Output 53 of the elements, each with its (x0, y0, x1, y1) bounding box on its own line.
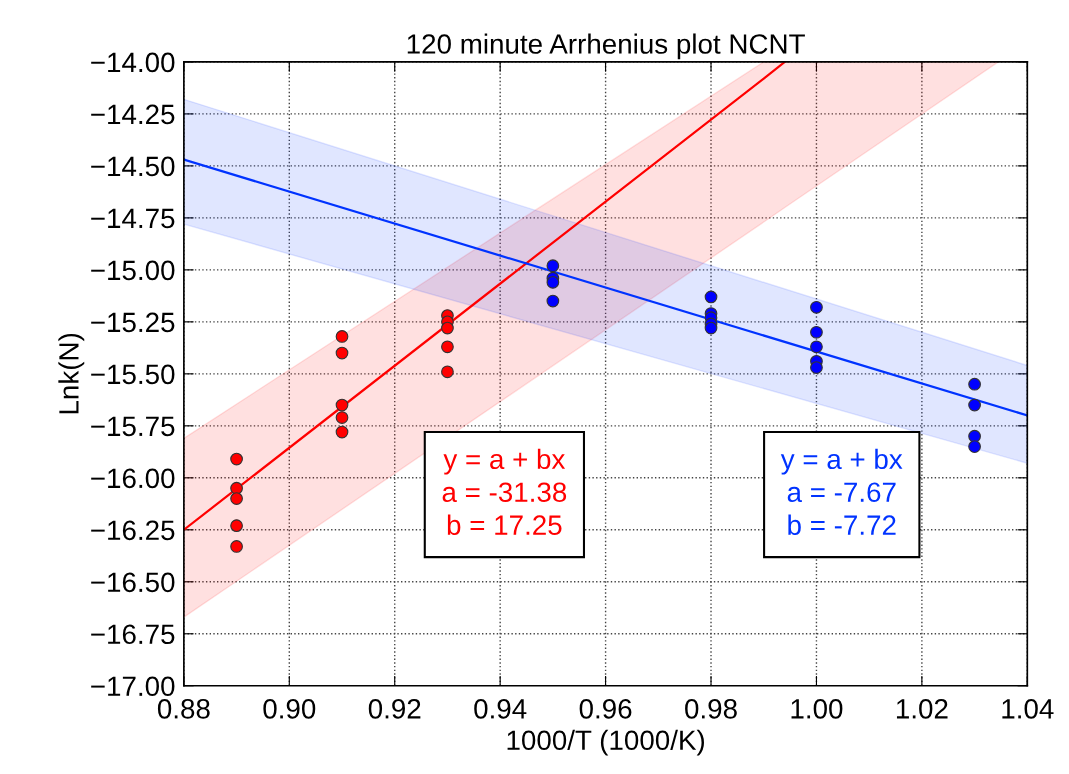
x-tick-label: 0.98 (685, 699, 737, 719)
x-axis-title: 1000/T (1000/K) (507, 729, 704, 756)
y-tick-label: −14.75 (91, 208, 175, 229)
point (441, 340, 454, 354)
point (335, 398, 349, 412)
y-tick-label: −15.50 (91, 364, 175, 385)
point (704, 321, 718, 335)
y-tick-label: −15.00 (91, 260, 175, 281)
chart-title: 120 minute Arrhenius plot NCNT (407, 33, 805, 60)
y-axis-title: Lnk(N) (58, 333, 85, 414)
x-tick-label: 1.04 (1002, 699, 1054, 719)
point (810, 361, 823, 374)
y-tick-label: −17.00 (91, 676, 175, 697)
y-tick-label: −16.50 (91, 572, 175, 593)
point (968, 440, 981, 453)
point (335, 330, 349, 343)
point (335, 425, 349, 439)
point (230, 481, 243, 495)
x-tick-label: 0.94 (474, 699, 527, 719)
point (546, 275, 560, 289)
point (810, 300, 823, 314)
annotation: y = a + bx a = -31.38 b = 17.25 (442, 448, 567, 535)
point (335, 411, 349, 424)
point (968, 429, 981, 443)
x-tick-label: 1.02 (896, 699, 948, 719)
point (335, 346, 349, 360)
point (441, 365, 454, 379)
point (230, 519, 243, 533)
y-tick-label: −15.25 (91, 312, 175, 333)
point (704, 290, 718, 304)
x-tick-label: 0.96 (579, 699, 632, 719)
point (441, 321, 454, 335)
point (546, 259, 560, 273)
y-tick-label: −14.25 (91, 104, 175, 125)
point (968, 377, 981, 391)
y-tick-label: −15.75 (91, 416, 175, 437)
point (546, 294, 560, 308)
y-tick-label: −16.00 (91, 468, 175, 489)
annotation: y = a + bx a = -7.67 b = -7.72 (780, 448, 903, 535)
point (810, 340, 823, 354)
y-tick-label: −16.25 (91, 520, 175, 541)
y-tick-label: −14.00 (91, 52, 175, 73)
point (230, 492, 243, 505)
y-tick-label: −16.75 (91, 624, 175, 645)
y-tick-label: −14.50 (91, 156, 175, 177)
x-tick-label: 0.88 (157, 699, 210, 719)
point (230, 452, 243, 466)
point (968, 398, 981, 412)
point (810, 325, 823, 339)
x-tick-label: 1.00 (791, 699, 843, 719)
x-tick-label: 0.92 (368, 699, 421, 719)
x-tick-label: 0.90 (263, 699, 316, 719)
point (230, 540, 243, 553)
